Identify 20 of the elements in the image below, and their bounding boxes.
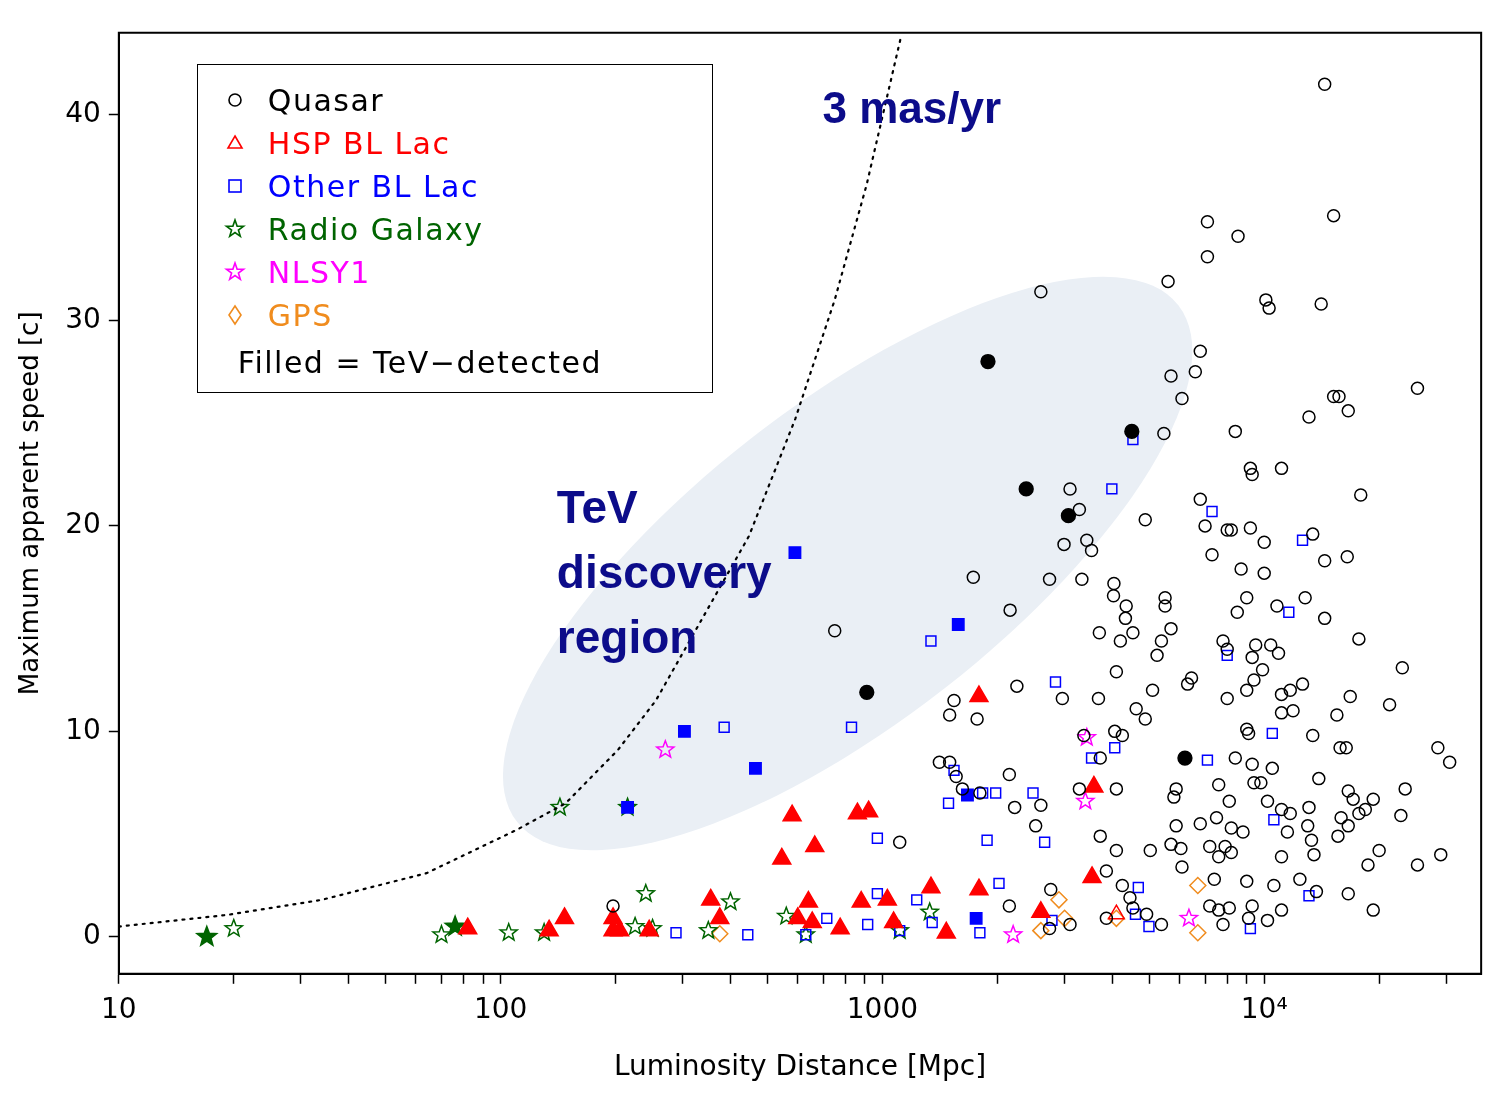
annotation: TeV discovery region	[556, 480, 773, 663]
y-tick-label: 20	[65, 507, 101, 541]
legend-label: HSP BL Lac	[267, 125, 451, 161]
y-tick-label: 0	[83, 918, 101, 952]
y-axis-title: Maximum apparent speed [c]	[14, 311, 45, 696]
y-tick-label: 10	[65, 712, 101, 746]
y-tick-label: 40	[65, 96, 101, 130]
x-tick-label: 100	[473, 991, 528, 1025]
series-label: 3 mas/yr	[822, 82, 1002, 132]
annotation: Filled = TeV−detected	[236, 344, 602, 380]
x-tick-label: 1000	[846, 991, 919, 1025]
legend-label: GPS	[267, 297, 333, 333]
x-axis-title: Luminosity Distance [Mpc]	[613, 1049, 987, 1083]
x-tick-label: 10⁴	[1240, 991, 1288, 1025]
legend-label: Other BL Lac	[267, 168, 479, 204]
legend-label: NLSY1	[267, 254, 371, 290]
legend-label: Radio Galaxy	[267, 211, 484, 247]
legend-label: Quasar	[267, 82, 385, 118]
y-tick-label: 30	[65, 301, 101, 335]
x-tick-label: 10	[101, 991, 137, 1025]
